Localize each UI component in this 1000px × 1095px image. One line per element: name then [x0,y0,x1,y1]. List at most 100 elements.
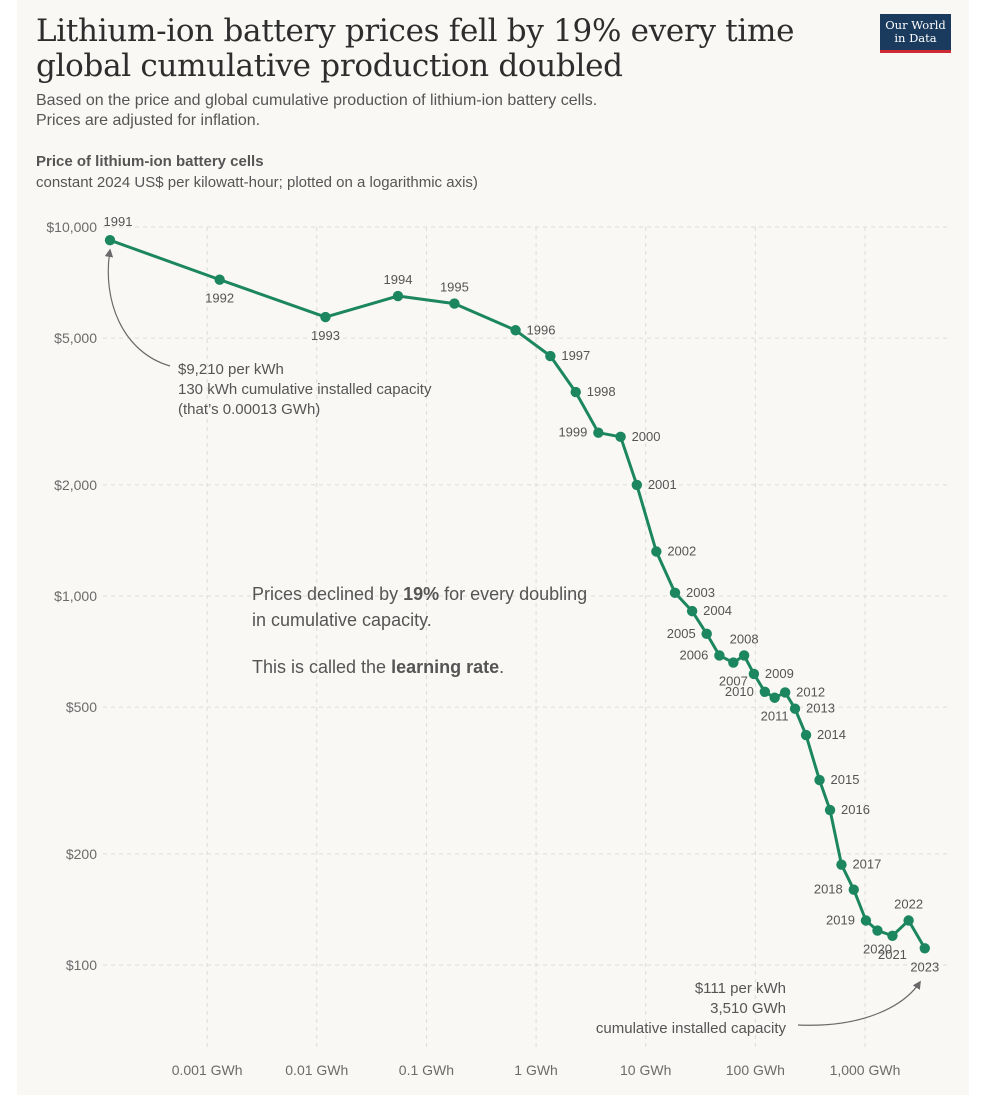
data-point-1997 [545,350,556,362]
y-tick-label: $5,000 [54,330,97,346]
year-label-2022: 2022 [894,897,923,912]
data-point-2001 [631,479,643,491]
data-point-2013 [789,703,801,714]
data-point-2020 [872,925,883,936]
chart-subtitle-line1: Based on the price and global cumulative… [36,92,598,109]
data-point-2004 [686,605,698,617]
year-label-2020: 2020 [863,942,892,957]
year-label-1992: 1992 [205,291,234,306]
year-label-2002: 2002 [667,544,696,559]
year-label-1991: 1991 [104,214,133,229]
y-tick-label: $2,000 [54,477,97,493]
y-tick-label: $10,000 [46,219,97,235]
last-point-arrow [797,980,921,1026]
y-tick-label: $500 [66,699,97,715]
data-point-1994 [392,290,404,302]
data-point-1998 [570,386,581,398]
learning-rate-line3: This is called the learning rate. [252,657,504,677]
data-point-1995 [449,298,460,309]
data-point-2016 [824,804,836,816]
year-label-2021: 2021 [878,947,907,962]
chart-title-line1: Lithium-ion battery prices fell by 19% e… [36,13,795,49]
data-point-2007 [728,657,739,668]
year-label-2012: 2012 [796,684,825,699]
year-label-2007: 2007 [719,674,748,689]
year-label-2023: 2023 [910,959,939,974]
learning-rate-line1: Prices declined by 19% for every doublin… [252,584,587,604]
year-label-2011: 2011 [761,709,789,724]
year-label-2017: 2017 [852,857,881,872]
chart-subtitle: Based on the price and global cumulative… [36,91,756,131]
first-point-annotation-line: 130 kWh cumulative installed capacity [178,381,432,398]
logo-line2: in Data [894,31,937,45]
year-label-2006: 2006 [679,647,708,662]
data-point-2006 [714,650,725,661]
data-point-2008 [738,650,750,661]
learning-rate-line3-part-0: This is called the [252,657,391,677]
data-point-2012 [779,687,791,698]
chart-title-line2: global cumulative production doubled [36,48,623,84]
data-point-2018 [848,884,859,895]
first-point-annotation-line: $9,210 per kWh [178,361,284,378]
data-point-2015 [814,774,825,786]
learning-rate-line1-part-1: 19% [403,584,439,604]
year-label-2013: 2013 [806,701,835,716]
chart-title: Lithium-ion battery prices fell by 19% e… [36,14,796,84]
data-point-1991 [104,234,116,246]
data-point-2000 [615,431,626,443]
data-point-2019 [860,915,872,926]
year-label-1997: 1997 [561,348,590,363]
data-point-1996 [510,325,521,336]
y-axis-subtitle: constant 2024 US$ per kilowatt-hour; plo… [36,174,478,191]
learning-rate-line3-part-1: learning rate [391,657,499,677]
data-point-1993 [320,311,331,323]
year-label-2008: 2008 [730,631,759,646]
last-point-annotation-line: $111 per kWh [695,980,786,997]
year-label-2010: 2010 [725,684,754,699]
data-point-2009 [748,668,760,680]
year-label-2003: 2003 [686,585,715,600]
data-point-2002 [651,546,662,557]
data-point-2021 [887,930,898,941]
year-label-1993: 1993 [311,328,340,343]
data-point-2017 [836,859,847,870]
y-tick-label: $1,000 [54,588,97,604]
last-point-annotation-line: cumulative installed capacity [596,1020,787,1037]
data-point-2003 [669,587,681,599]
x-tick-label: 10 GWh [620,1062,671,1078]
data-point-1992 [214,274,225,285]
year-label-2004: 2004 [703,603,732,618]
x-tick-label: 1 GWh [514,1062,558,1078]
learning-rate-line2: in cumulative capacity. [252,610,432,630]
data-point-2005 [701,628,712,639]
chart-subtitle-line2: Prices are adjusted for inflation. [36,112,261,129]
y-tick-label: $200 [66,846,97,862]
learning-rate-line1-part-0: Prices declined by [252,584,403,604]
learning-rate-line3-part-2: . [499,657,504,677]
year-label-1996: 1996 [527,322,556,337]
learning-rate-line1-part-2: for every doubling [439,584,587,604]
data-point-2014 [800,729,812,741]
year-label-2018: 2018 [814,882,843,897]
year-label-1994: 1994 [384,272,413,287]
year-label-2019: 2019 [826,913,855,928]
year-label-2000: 2000 [632,429,661,444]
year-label-2015: 2015 [831,772,860,787]
our-world-in-data-logo[interactable]: Our World in Data [880,14,951,53]
year-label-2009: 2009 [765,666,794,681]
data-point-2022 [903,915,914,926]
data-point-2011 [769,692,780,703]
y-tick-label: $100 [66,957,97,973]
logo-line1: Our World [885,18,946,32]
year-label-2005: 2005 [667,626,696,641]
x-tick-label: 0.01 GWh [285,1062,348,1078]
last-point-annotation-line: 3,510 GWh [710,1000,786,1017]
year-label-2016: 2016 [841,802,870,817]
year-label-1999: 1999 [558,425,587,440]
x-tick-label: 100 GWh [726,1062,785,1078]
year-label-2014: 2014 [817,727,846,742]
first-point-arrow [104,248,171,367]
data-point-2010 [759,686,771,698]
x-tick-label: 1,000 GWh [830,1062,901,1078]
